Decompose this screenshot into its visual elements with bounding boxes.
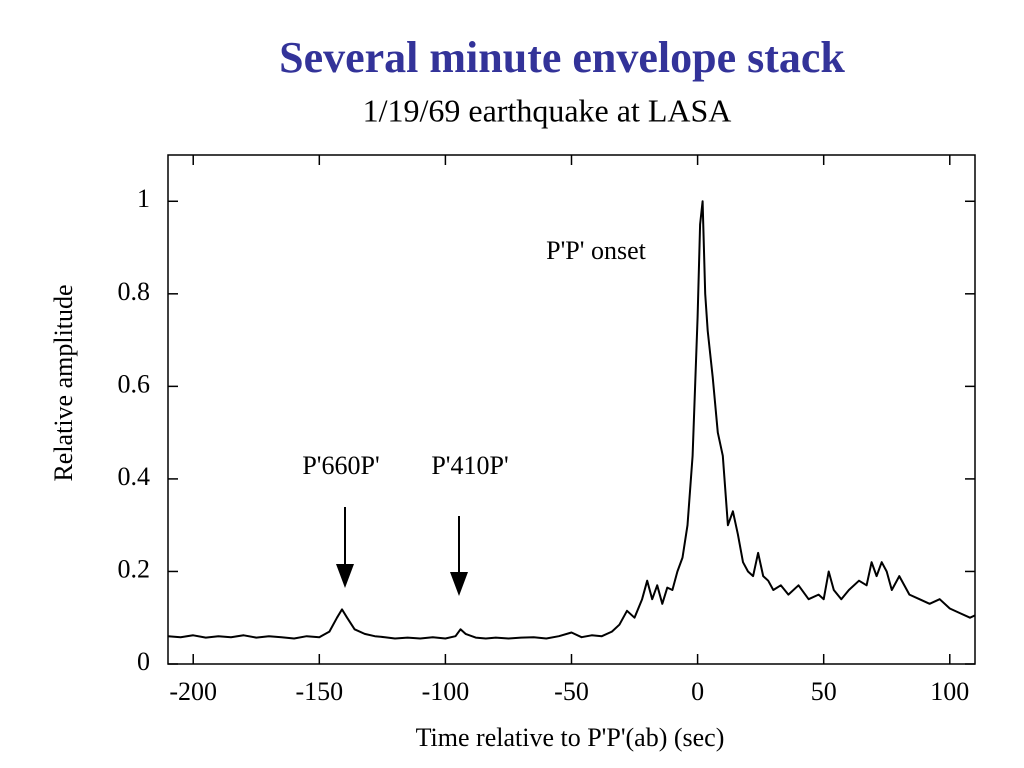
x-tick-label: -150 [295, 677, 343, 706]
chart-title: Several minute envelope stack [279, 33, 845, 82]
plot-frame [167, 154, 976, 665]
data-line [167, 200, 976, 640]
annotation: P'410P' [431, 451, 508, 480]
y-tick-label: 0.6 [118, 369, 151, 398]
y-tick-label: 0 [137, 647, 150, 676]
x-tick-label: 100 [930, 677, 969, 706]
x-tick-label: -100 [422, 677, 470, 706]
y-axis-label: Relative amplitude [49, 284, 78, 481]
y-tick-label: 0.4 [118, 462, 151, 491]
y-tick-label: 0.2 [118, 554, 151, 583]
chart-subtitle: 1/19/69 earthquake at LASA [363, 92, 732, 128]
x-tick-label: -200 [169, 677, 217, 706]
y-tick-label: 0.8 [118, 277, 151, 306]
x-tick-label: -50 [554, 677, 589, 706]
arrow [336, 507, 354, 588]
arrow [450, 516, 468, 596]
annotation: P'660P' [302, 451, 379, 480]
x-tick-label: 50 [811, 677, 837, 706]
annotation: P'P' onset [546, 236, 646, 265]
x-tick-label: 0 [691, 677, 704, 706]
y-tick-label: 1 [137, 184, 150, 213]
x-axis-label: Time relative to P'P'(ab) (sec) [416, 723, 725, 752]
